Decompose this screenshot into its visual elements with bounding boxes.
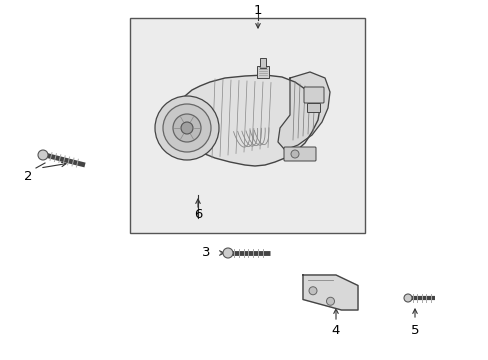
Polygon shape bbox=[170, 75, 319, 166]
Circle shape bbox=[403, 294, 411, 302]
Circle shape bbox=[181, 122, 193, 134]
Circle shape bbox=[163, 104, 210, 152]
Bar bbox=[130, 18, 364, 233]
Text: 5: 5 bbox=[410, 324, 418, 337]
Circle shape bbox=[38, 150, 48, 160]
Circle shape bbox=[173, 114, 201, 142]
Polygon shape bbox=[278, 72, 329, 150]
Polygon shape bbox=[303, 275, 357, 310]
Text: 3: 3 bbox=[202, 246, 210, 258]
Circle shape bbox=[290, 150, 298, 158]
Circle shape bbox=[223, 248, 232, 258]
FancyBboxPatch shape bbox=[307, 104, 320, 112]
Bar bbox=[260, 58, 265, 68]
Circle shape bbox=[155, 96, 219, 160]
Text: 2: 2 bbox=[24, 170, 32, 183]
FancyBboxPatch shape bbox=[284, 147, 315, 161]
FancyBboxPatch shape bbox=[304, 87, 324, 103]
Circle shape bbox=[326, 297, 334, 305]
Circle shape bbox=[308, 287, 316, 295]
Text: 4: 4 bbox=[331, 324, 340, 337]
Text: 1: 1 bbox=[253, 4, 262, 17]
Bar bbox=[257, 66, 268, 78]
Text: 6: 6 bbox=[193, 208, 202, 221]
